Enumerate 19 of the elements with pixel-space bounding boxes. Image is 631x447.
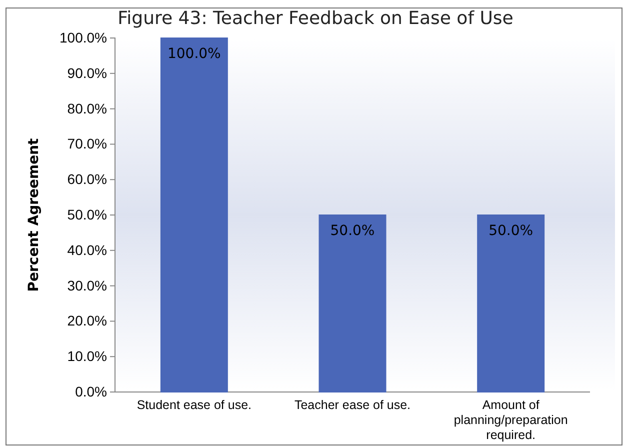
y-tick-label: 40.0% bbox=[67, 242, 107, 258]
y-tick-label: 50.0% bbox=[67, 206, 107, 222]
x-tick-label: Student ease of use. bbox=[136, 398, 252, 412]
x-tick-label: Amount of planning/preparation required. bbox=[454, 398, 568, 442]
data-label: 100.0% bbox=[167, 46, 221, 62]
data-label: 50.0% bbox=[488, 223, 534, 239]
y-tick-label: 100.0% bbox=[60, 29, 107, 46]
y-tick-label: 0.0% bbox=[75, 383, 107, 400]
data-label: 50.0% bbox=[330, 223, 375, 239]
y-tick-label: 70.0% bbox=[67, 136, 107, 152]
x-tick-label: Teacher ease of use. bbox=[294, 398, 411, 412]
y-tick-label: 30.0% bbox=[67, 277, 107, 294]
y-tick-label: 20.0% bbox=[67, 312, 107, 329]
y-axis-title: Percent Agreement bbox=[26, 138, 42, 292]
chart-title: Figure 43: Teacher Feedback on Ease of Use bbox=[118, 8, 514, 29]
y-tick-label: 10.0% bbox=[67, 348, 107, 364]
y-tick-label: 90.0% bbox=[67, 64, 107, 81]
y-tick-label: 60.0% bbox=[67, 171, 107, 188]
y-tick-label: 80.0% bbox=[67, 100, 107, 116]
